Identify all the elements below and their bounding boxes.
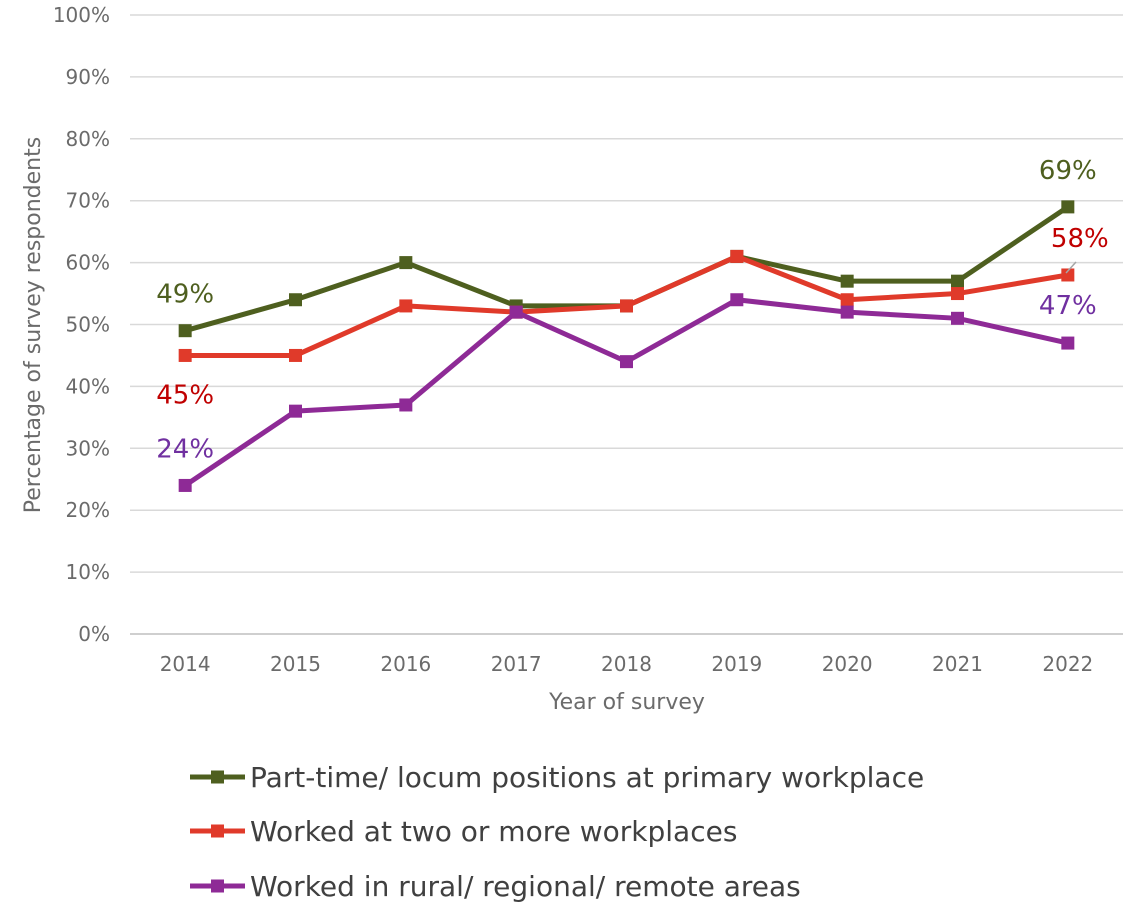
legend-marker	[211, 824, 224, 838]
series-2-point	[509, 305, 523, 319]
series-1-point	[399, 299, 413, 313]
x-tick-label: 2017	[491, 652, 542, 676]
y-tick-label: 80%	[66, 127, 110, 151]
leader-line	[1065, 261, 1077, 274]
legend-marker	[211, 770, 224, 784]
legend: Part-time/ locum positions at primary wo…	[190, 761, 924, 903]
data-label: 69%	[1039, 156, 1097, 186]
data-label: 49%	[156, 280, 214, 310]
gridlines	[130, 14, 1123, 635]
x-axis-title: Year of survey	[548, 690, 705, 715]
x-tick-label: 2022	[1042, 652, 1093, 676]
y-tick-label: 20%	[66, 498, 110, 522]
series-1-point	[1061, 268, 1075, 282]
x-tick-label: 2018	[601, 652, 652, 676]
series-2-point	[951, 311, 964, 325]
data-label: 58%	[1051, 224, 1109, 254]
x-tick-label: 2016	[380, 652, 431, 676]
y-tick-label: 40%	[66, 374, 110, 398]
series-line-2	[183, 297, 1069, 488]
x-tick-label: 2015	[270, 652, 321, 676]
x-axis-tick-labels: 2014 2015 2016 2017 2018 2019 2020 2021 2022	[160, 652, 1094, 676]
legend-item: Worked in rural/ regional/ remote areas	[190, 870, 801, 903]
series-0-point	[289, 293, 302, 307]
legend-label: Worked at two or more workplaces	[250, 815, 737, 848]
y-tick-label: 60%	[66, 251, 110, 275]
series-1-point	[840, 293, 854, 307]
series-lines	[178, 200, 1075, 492]
legend-label: Worked in rural/ regional/ remote areas	[250, 870, 801, 903]
series-2-point	[1061, 336, 1075, 350]
y-tick-label: 0%	[78, 622, 110, 646]
y-tick-label: 10%	[66, 560, 110, 584]
legend-item: Worked at two or more workplaces	[190, 815, 737, 848]
x-tick-label: 2019	[711, 652, 762, 676]
legend-label: Part-time/ locum positions at primary wo…	[250, 761, 924, 794]
series-0-point	[1061, 200, 1075, 214]
series-1-point	[178, 348, 192, 362]
series-1-point	[951, 287, 964, 301]
legend-marker	[211, 879, 224, 893]
series-1-point	[289, 348, 302, 362]
legend-item: Part-time/ locum positions at primary wo…	[190, 761, 924, 794]
data-label: 47%	[1039, 291, 1097, 321]
x-tick-label: 2021	[932, 652, 983, 676]
y-tick-label: 70%	[66, 189, 110, 213]
data-label: 45%	[156, 380, 214, 410]
series-0-point	[951, 274, 964, 288]
y-tick-label: 90%	[66, 65, 110, 89]
y-tick-label: 30%	[66, 436, 110, 460]
y-tick-label: 100%	[53, 3, 110, 27]
series-2-point	[620, 355, 633, 369]
y-tick-label: 50%	[66, 313, 110, 337]
series-1-point	[620, 299, 633, 313]
y-axis-title: Percentage of survey respondents	[21, 137, 46, 513]
series-2-point	[730, 293, 744, 307]
series-2-point	[399, 398, 413, 412]
series-1-point	[730, 249, 744, 263]
x-tick-label: 2020	[822, 652, 873, 676]
series-2-point	[840, 305, 854, 319]
series-2-point	[289, 404, 302, 418]
series-0-point	[840, 274, 854, 288]
series-0-point	[178, 324, 192, 338]
series-0-point	[399, 256, 413, 270]
x-tick-label: 2014	[160, 652, 211, 676]
y-axis-tick-labels: 0% 10% 20% 30% 40% 50% 60% 70% 80% 90% 100%	[53, 3, 110, 646]
data-label: 24%	[156, 434, 214, 464]
data-labels: 49% 69% 45% 58% 24% 47%	[156, 156, 1108, 465]
series-2-point	[178, 478, 192, 492]
